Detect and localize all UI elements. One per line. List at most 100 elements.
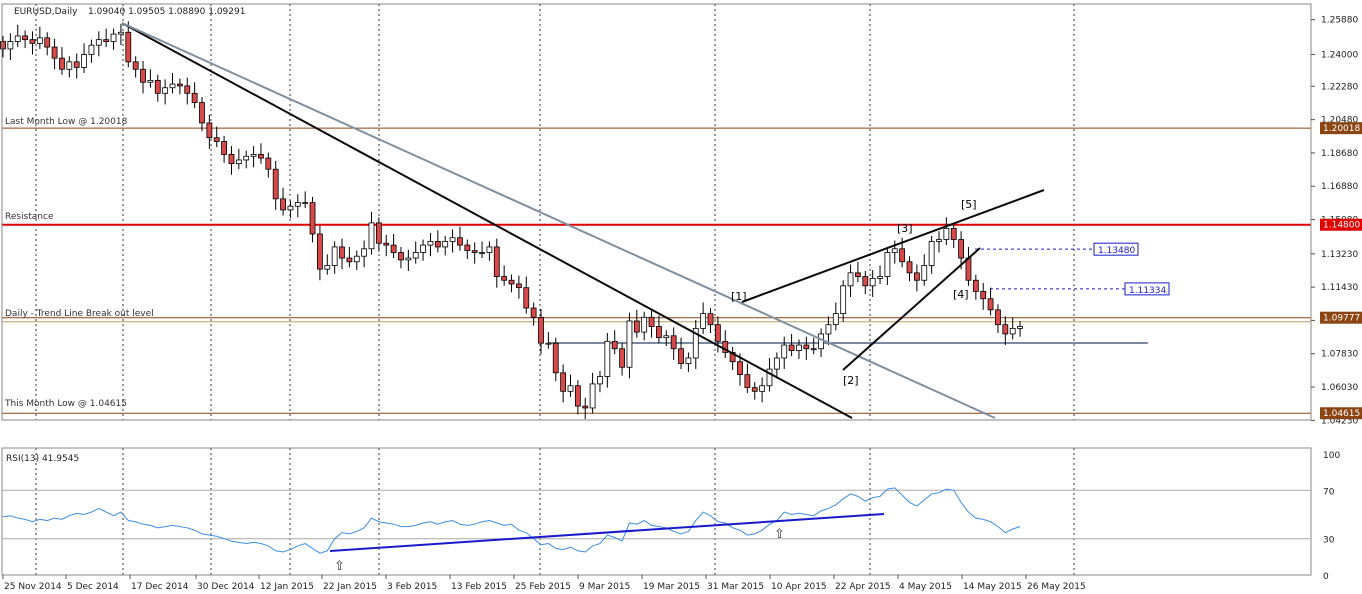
candle-body: [972, 279, 979, 292]
candle-body: [965, 257, 972, 281]
candle-body: [235, 159, 242, 165]
candle-body: [265, 157, 272, 170]
x-tick-label: 3 Feb 2015: [387, 582, 437, 592]
wave-label-3: [3]: [897, 222, 913, 235]
rsi-title: RSI(13) 41.9545: [6, 454, 79, 464]
candle-body: [405, 257, 412, 261]
candle-body: [479, 252, 485, 254]
y-tick-label: 1.07830: [1321, 350, 1358, 360]
candle-body: [545, 342, 552, 345]
candle-body: [832, 313, 839, 326]
y-tick-label: 1.25880: [1321, 16, 1358, 26]
chart-symbol: EURUSD,Daily: [14, 7, 78, 17]
candle-body: [995, 309, 1001, 326]
candle-body: [294, 202, 301, 207]
candle-body: [420, 244, 426, 253]
candle-body: [154, 79, 161, 94]
candle-body: [324, 265, 331, 270]
candle-body: [884, 252, 891, 277]
candle-body: [368, 222, 375, 250]
candle-body: [464, 244, 471, 252]
price-pane-frame: [1, 3, 1312, 421]
y-tick-label: 1.18680: [1321, 149, 1358, 159]
candle-body: [913, 272, 920, 281]
candle-body: [125, 31, 132, 63]
this-month-low-tag: 1.04615: [1323, 409, 1360, 419]
candle-body: [66, 61, 73, 70]
x-tick-label: 12 Jan 2015: [260, 582, 314, 592]
candle-body: [538, 316, 544, 344]
candle-body: [0, 41, 6, 50]
candle-body: [921, 265, 928, 281]
candle-body: [604, 340, 611, 377]
y-tick-label: 1.04230: [1321, 416, 1358, 426]
target-2-label-box: [1124, 282, 1170, 296]
candle-body: [471, 250, 478, 253]
last-month-low-tag: 1.20018: [1323, 124, 1360, 134]
candle-body: [73, 61, 80, 68]
candle-body: [398, 252, 404, 261]
candle-body: [818, 333, 824, 350]
candle-body: [516, 283, 522, 289]
candle-body: [678, 348, 684, 364]
candle-body: [272, 168, 279, 200]
wedge-upper-line: [741, 189, 1045, 303]
y-tick-label: 1.22280: [1321, 82, 1358, 92]
candle-body: [287, 205, 294, 211]
candle-body: [162, 87, 169, 94]
candle-body: [766, 368, 773, 387]
candle-body: [36, 37, 43, 44]
candle-body: [213, 137, 220, 142]
candle-body: [928, 240, 935, 266]
candle-body: [744, 374, 751, 389]
candle-body: [692, 327, 699, 359]
this-month-low-label: This Month Low @ 1.04615: [4, 399, 127, 409]
wave-label-1: [1]: [731, 290, 747, 303]
x-tick-label: 19 Mar 2015: [643, 582, 700, 592]
candle-body: [427, 240, 434, 246]
candle-body: [7, 41, 14, 50]
y-tick-label: 1.13230: [1321, 250, 1358, 260]
candle-body: [449, 237, 456, 242]
candle-body: [59, 57, 65, 70]
candle-body: [95, 39, 102, 46]
candle-body: [353, 255, 360, 263]
candle-body: [877, 276, 883, 279]
candle-body: [110, 33, 117, 42]
candle-body: [737, 361, 743, 376]
candle-body: [773, 357, 780, 370]
grid: [35, 4, 1075, 575]
candle-body: [44, 37, 51, 48]
rsi-trendline: [329, 513, 885, 552]
candle-body: [626, 320, 633, 368]
candle-body: [943, 228, 950, 240]
candle-body: [103, 39, 110, 42]
candle-body: [840, 285, 847, 314]
x-tick-label: 26 May 2015: [1027, 582, 1086, 592]
candle-body: [656, 326, 662, 339]
candle-body: [810, 348, 817, 351]
candle-body: [147, 79, 154, 83]
candle-body: [191, 92, 198, 103]
candle-body: [22, 35, 29, 41]
candle-body: [589, 383, 596, 409]
candle-body: [493, 246, 500, 277]
resistance-tag-bg: [1320, 218, 1362, 231]
trendline-break-label: Daily - Trend Line Break out level: [5, 309, 154, 319]
candle-body: [958, 239, 964, 259]
candle-body: [552, 342, 559, 374]
rsi-pane-frame: [1, 447, 1312, 576]
candle-body: [891, 248, 898, 253]
candle-body: [796, 344, 802, 351]
candle-body: [663, 335, 670, 339]
target-1-label: 1.13480: [1098, 246, 1135, 256]
downtrend-line: [121, 22, 853, 419]
candle-body: [759, 385, 766, 392]
y-tick-label: 1.16880: [1321, 182, 1358, 192]
candle-body: [14, 35, 21, 42]
candle-body: [560, 372, 567, 392]
x-tick-label: 10 Apr 2015: [771, 582, 827, 592]
candle-body: [582, 405, 589, 409]
candle-body: [508, 279, 515, 285]
